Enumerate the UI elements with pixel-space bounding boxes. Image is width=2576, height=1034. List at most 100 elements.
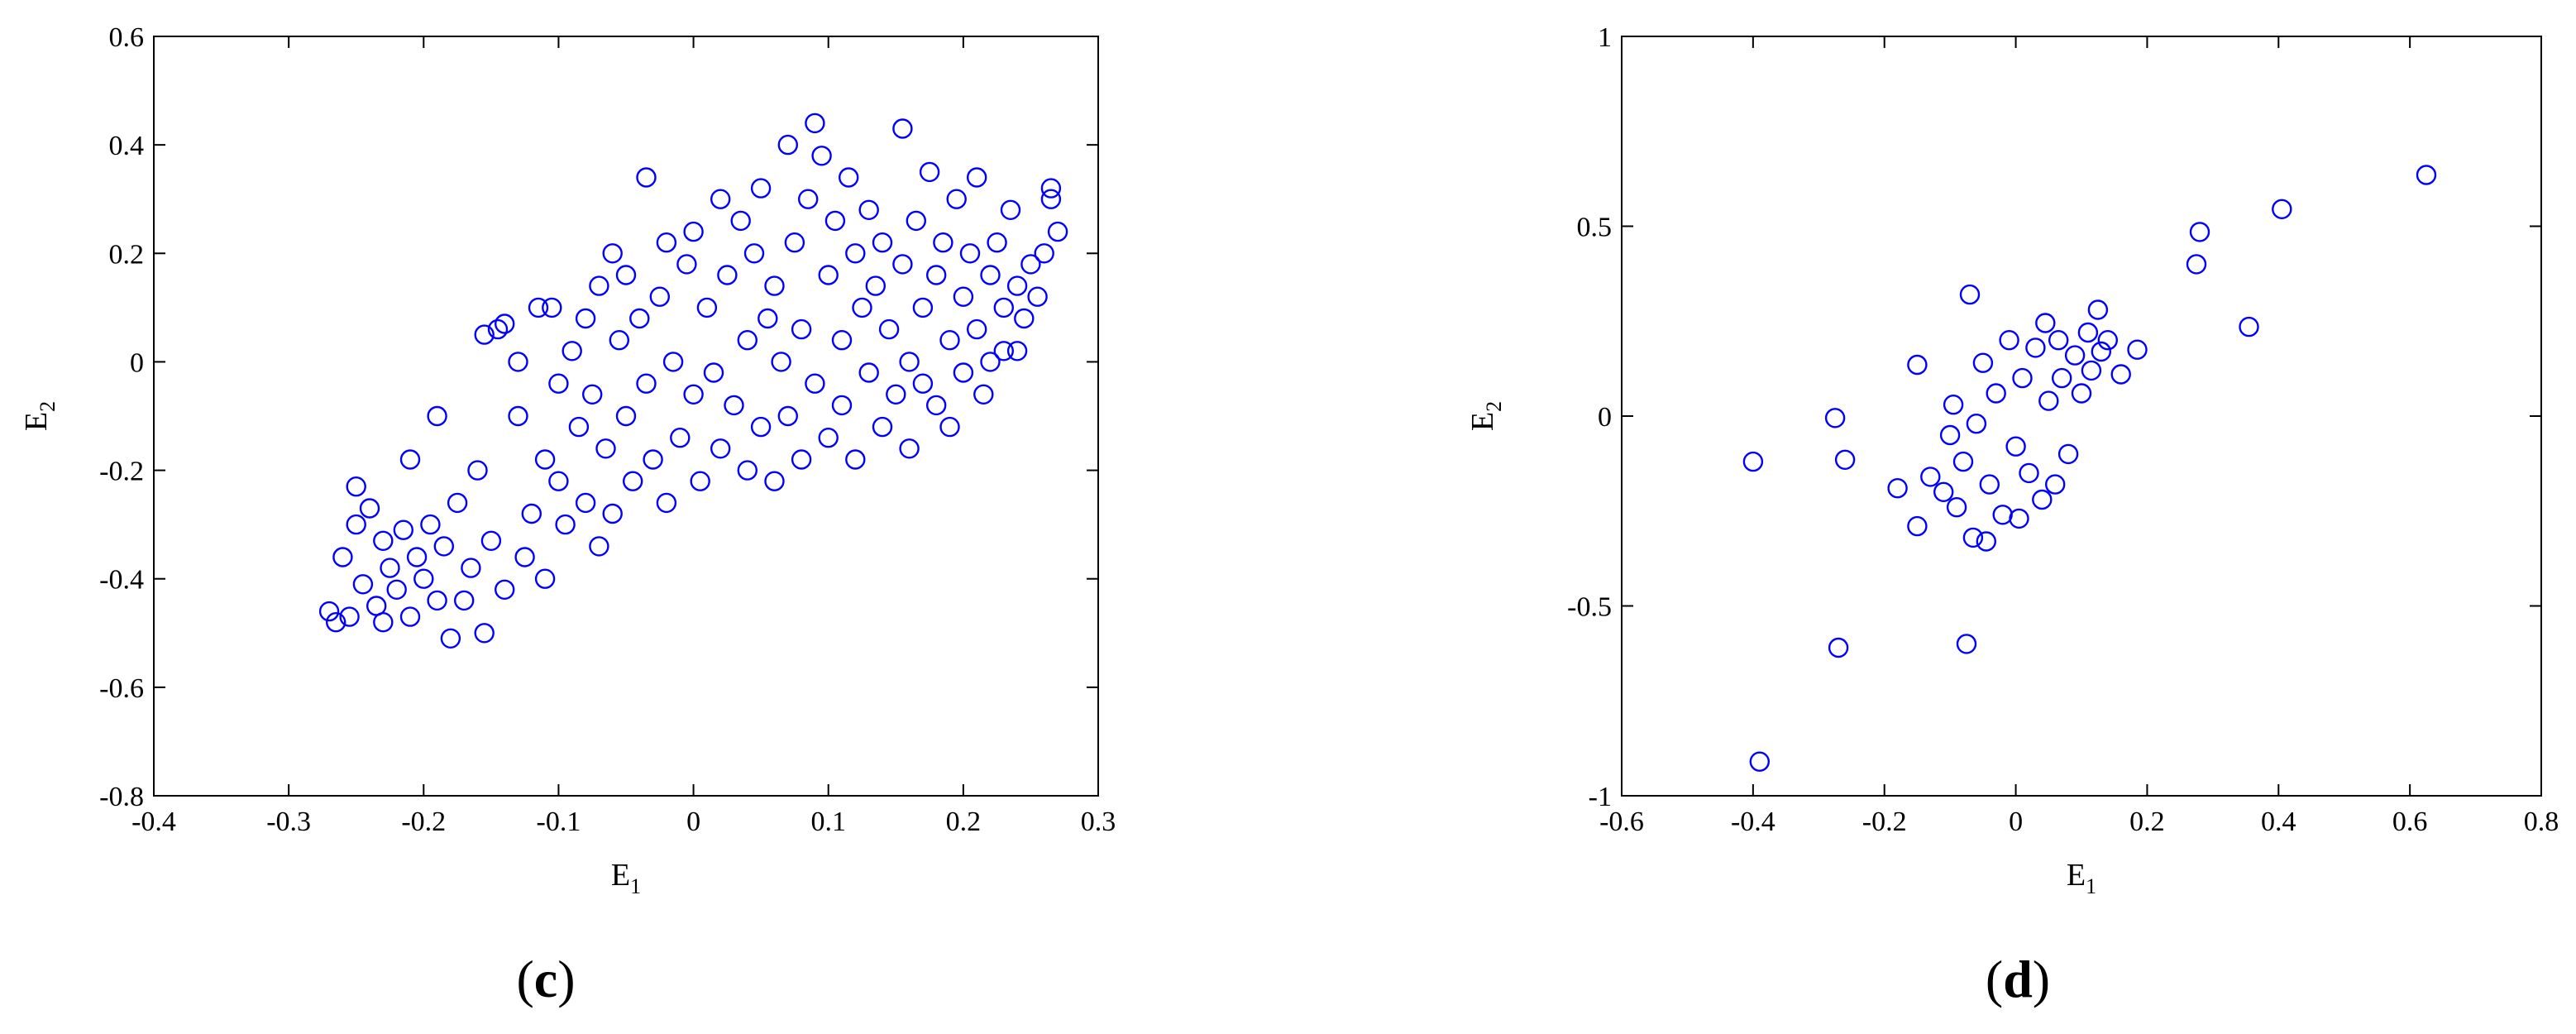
data-point <box>615 405 637 427</box>
data-point <box>939 330 960 351</box>
data-point <box>987 232 1007 253</box>
data-point <box>534 568 556 589</box>
data-point <box>2087 299 2109 320</box>
data-point <box>1000 199 1021 221</box>
data-point <box>534 449 556 470</box>
data-point <box>1962 527 1984 548</box>
data-point <box>980 265 1001 285</box>
data-point <box>1034 243 1054 264</box>
data-point <box>2077 322 2099 343</box>
data-point <box>946 189 967 209</box>
data-point <box>656 232 677 253</box>
data-point <box>467 460 488 481</box>
data-point <box>589 536 609 557</box>
data-point <box>777 134 798 156</box>
data-point <box>1834 449 1856 470</box>
data-point <box>528 297 549 318</box>
data-point <box>743 243 765 264</box>
data-point <box>906 210 927 232</box>
data-point <box>2005 436 2026 457</box>
data-point <box>791 449 812 470</box>
y-axis-label-subscript: 2 <box>36 401 60 412</box>
y-tick-label: 1 <box>1598 22 1612 53</box>
data-point <box>818 265 839 285</box>
data-point <box>380 558 400 578</box>
data-point <box>737 460 758 481</box>
x-axis-label-subscript: 1 <box>630 874 641 898</box>
data-point <box>1828 637 1849 658</box>
data-point <box>568 416 590 438</box>
data-point <box>750 178 772 199</box>
data-point <box>683 221 704 242</box>
data-point <box>872 232 893 253</box>
data-point <box>892 254 913 275</box>
data-point <box>899 352 920 372</box>
x-tick-label: -0.1 <box>537 807 581 837</box>
data-point <box>2272 199 2292 220</box>
y-tick-label: -0.4 <box>99 565 144 596</box>
x-axis-label: E1 <box>611 858 641 898</box>
data-point <box>575 308 596 329</box>
x-tick-label: -0.4 <box>131 807 176 837</box>
data-point <box>649 286 670 307</box>
data-point <box>346 476 366 497</box>
data-point <box>326 612 346 633</box>
y-tick-label: -0.2 <box>99 457 144 487</box>
data-point <box>993 297 1015 318</box>
data-point <box>966 318 987 340</box>
data-point <box>966 167 987 188</box>
data-point <box>1047 221 1068 242</box>
data-point <box>373 612 394 633</box>
data-point <box>447 492 468 514</box>
data-point <box>582 384 603 405</box>
data-point <box>858 199 879 221</box>
data-point <box>555 514 576 535</box>
data-point <box>2064 345 2086 366</box>
data-point <box>1027 286 1048 307</box>
data-point <box>2019 462 2039 484</box>
x-tick-labels: -0.6 -0.4 -0.2 0 0.2 0.4 0.6 0.8 <box>1599 807 2559 837</box>
data-point <box>798 189 819 209</box>
data-point <box>683 384 704 405</box>
y-tick-label: -0.8 <box>99 782 144 812</box>
y-tick-label: -1 <box>1589 782 1612 812</box>
data-point <box>710 189 731 209</box>
data-point <box>662 352 684 372</box>
y-tick-label: 0 <box>1598 402 1612 433</box>
data-point <box>717 265 738 285</box>
data-point <box>480 530 502 551</box>
scatter-panel-c: -0.4 -0.3 -0.2 -0.1 0 0.1 0.2 0.3 -0.8-0.6-0.4-… <box>19 22 1116 1008</box>
data-point <box>758 308 778 329</box>
data-point <box>1933 481 1954 502</box>
data-point <box>1040 178 1062 199</box>
data-point <box>495 314 515 334</box>
data-point <box>818 428 839 448</box>
y-axis-label: E2 <box>19 401 60 431</box>
data-point <box>1979 474 2000 495</box>
x-tick-label: 0.8 <box>2524 807 2559 837</box>
data-point <box>1006 341 1028 361</box>
data-point <box>2035 313 2056 333</box>
data-point <box>636 167 657 188</box>
data-point <box>892 118 913 139</box>
data-point <box>953 286 974 307</box>
data-point <box>1986 383 2006 404</box>
data-point <box>878 318 900 340</box>
y-tick-label: 0.6 <box>109 22 145 53</box>
data-point <box>703 362 724 383</box>
data-point <box>487 318 509 340</box>
y-tick-label: 0.4 <box>109 131 145 161</box>
plot-frame <box>153 36 1099 797</box>
data-point <box>1040 189 1062 209</box>
data-point <box>737 330 758 351</box>
data-point <box>771 352 791 372</box>
y-axis-label-main: E <box>1465 412 1500 431</box>
data-point <box>811 146 832 166</box>
data-point <box>1966 414 1987 434</box>
data-point <box>1952 451 1974 472</box>
data-point <box>764 471 785 491</box>
y-axis-label-subscript: 2 <box>1482 401 1506 412</box>
data-point <box>993 341 1015 361</box>
panel-letter: c <box>534 950 557 1008</box>
data-point <box>831 395 853 416</box>
